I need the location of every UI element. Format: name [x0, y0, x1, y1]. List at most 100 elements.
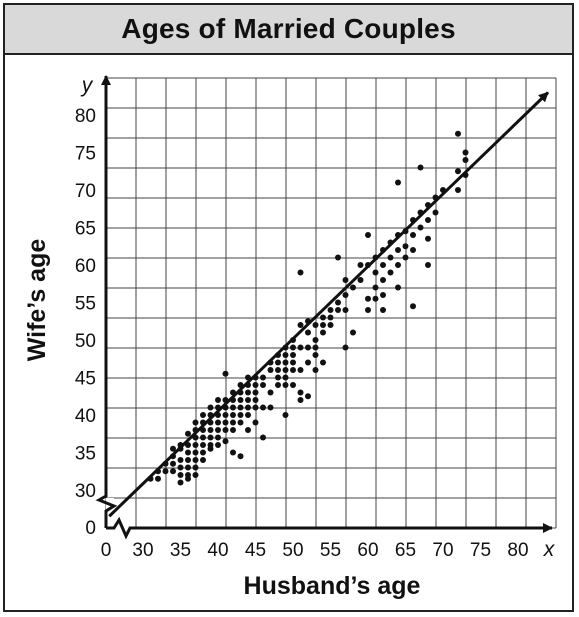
data-point [282, 359, 289, 366]
data-point [222, 427, 229, 433]
data-point [410, 247, 416, 253]
data-point [335, 307, 341, 313]
data-point [282, 367, 289, 373]
data-point [425, 262, 431, 268]
y-tick-label: 70 [75, 181, 96, 202]
x-axis-label: Husband’s age [244, 572, 421, 600]
data-point [372, 295, 379, 302]
data-point [170, 460, 176, 467]
data-point [462, 157, 469, 163]
y-tick-label: 0 [85, 518, 96, 539]
data-point [252, 404, 259, 411]
data-point [342, 344, 349, 351]
data-point [455, 187, 461, 193]
data-point [245, 389, 251, 396]
data-point [230, 449, 236, 456]
data-point [290, 382, 296, 388]
data-point [290, 352, 296, 358]
data-point [335, 299, 341, 306]
data-point [290, 367, 296, 373]
data-point [260, 404, 266, 411]
y-tick-label: 35 [75, 444, 96, 465]
x-tick-label: 30 [132, 540, 153, 561]
data-point [237, 404, 244, 411]
data-point [312, 352, 319, 358]
data-point [207, 427, 214, 433]
x-tick-label: 55 [320, 540, 341, 561]
data-point [417, 224, 424, 231]
data-point [185, 475, 191, 482]
tick-labels: 0 30 35 40 45 50 55 60 65 70 75 80 0 30 35 40 45 50 55 60 65… [75, 106, 529, 561]
data-point [297, 397, 304, 403]
y-tick-label: 40 [75, 406, 96, 427]
data-point [380, 277, 386, 283]
data-point [297, 322, 304, 328]
data-point [402, 243, 409, 250]
data-point [177, 472, 184, 478]
data-point [357, 262, 364, 268]
data-point [200, 434, 206, 441]
data-point [222, 419, 229, 426]
data-point [297, 344, 304, 351]
trend-line-group [108, 91, 550, 518]
data-point [185, 449, 191, 456]
data-point [387, 254, 394, 261]
data-point [215, 442, 221, 448]
data-point [245, 427, 251, 433]
data-point [380, 292, 386, 298]
x-axis-line [106, 516, 553, 540]
data-point [185, 464, 191, 471]
x-tick-label: 70 [432, 540, 453, 561]
data-point [230, 419, 236, 426]
data-point [372, 269, 379, 276]
data-point [455, 168, 461, 175]
data-point [192, 472, 199, 478]
data-point [245, 397, 251, 403]
x-tick-label: 0 [101, 540, 112, 561]
y-axis-label: Wife’s age [23, 239, 51, 362]
data-point [252, 397, 259, 403]
data-point [155, 475, 161, 482]
data-point [305, 359, 311, 366]
data-point [237, 412, 244, 418]
data-point [252, 419, 259, 426]
data-point [380, 262, 386, 268]
data-point [455, 130, 461, 137]
data-point [237, 397, 244, 403]
y-tick-label: 80 [75, 106, 96, 127]
data-point [350, 284, 356, 291]
data-point [245, 404, 251, 411]
data-point [282, 382, 289, 388]
chart-title: Ages of Married Couples [121, 13, 456, 44]
data-point [267, 389, 274, 396]
data-point [200, 449, 206, 456]
x-tick-label: 75 [470, 540, 491, 561]
data-point [260, 382, 266, 388]
data-point [395, 179, 401, 186]
data-point [297, 269, 304, 276]
data-point [312, 344, 319, 351]
data-point [260, 434, 266, 441]
data-point [207, 434, 214, 441]
data-point [395, 247, 401, 253]
data-point [200, 412, 206, 418]
data-point [410, 232, 416, 238]
data-point [192, 457, 199, 463]
x-tick-label: 60 [357, 540, 378, 561]
x-axis-variable: x [543, 538, 556, 561]
data-point [245, 412, 251, 418]
data-point [305, 393, 311, 400]
data-point [222, 370, 229, 377]
data-point [222, 438, 229, 445]
data-point [342, 277, 349, 283]
data-point [192, 449, 199, 456]
data-point [252, 389, 259, 396]
data-point [200, 457, 206, 463]
data-point [192, 419, 199, 426]
data-point [410, 303, 416, 310]
data-point [305, 329, 311, 336]
data-point [207, 404, 214, 411]
data-point [275, 382, 281, 388]
data-point [395, 262, 401, 268]
